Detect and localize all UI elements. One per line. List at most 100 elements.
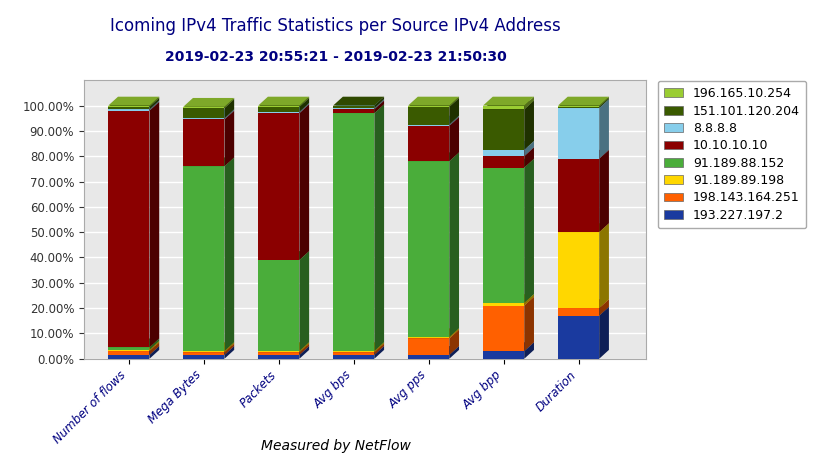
Polygon shape bbox=[408, 161, 450, 337]
Polygon shape bbox=[183, 346, 234, 355]
Polygon shape bbox=[258, 350, 309, 359]
Polygon shape bbox=[183, 344, 234, 353]
Polygon shape bbox=[558, 108, 599, 159]
Polygon shape bbox=[483, 110, 524, 150]
Polygon shape bbox=[524, 141, 534, 156]
Polygon shape bbox=[333, 106, 374, 108]
Polygon shape bbox=[149, 98, 159, 110]
Polygon shape bbox=[333, 104, 384, 113]
Polygon shape bbox=[524, 159, 534, 303]
Polygon shape bbox=[149, 341, 159, 351]
Polygon shape bbox=[483, 305, 524, 351]
Polygon shape bbox=[333, 351, 374, 353]
Polygon shape bbox=[483, 150, 524, 156]
Polygon shape bbox=[225, 110, 234, 119]
Polygon shape bbox=[183, 355, 225, 359]
Polygon shape bbox=[374, 97, 384, 108]
Polygon shape bbox=[183, 110, 234, 119]
Polygon shape bbox=[450, 116, 459, 126]
Polygon shape bbox=[149, 346, 159, 359]
Polygon shape bbox=[333, 342, 384, 351]
Polygon shape bbox=[258, 103, 309, 112]
Polygon shape bbox=[374, 344, 384, 355]
Polygon shape bbox=[408, 355, 450, 359]
Polygon shape bbox=[524, 97, 534, 110]
Polygon shape bbox=[108, 101, 159, 110]
Polygon shape bbox=[108, 98, 159, 107]
Polygon shape bbox=[333, 97, 384, 106]
Polygon shape bbox=[450, 117, 459, 161]
Polygon shape bbox=[374, 101, 384, 113]
Polygon shape bbox=[183, 353, 225, 355]
Polygon shape bbox=[483, 351, 524, 359]
Polygon shape bbox=[558, 307, 609, 316]
Polygon shape bbox=[108, 346, 159, 355]
Polygon shape bbox=[258, 104, 309, 113]
Polygon shape bbox=[258, 107, 300, 112]
Polygon shape bbox=[258, 97, 309, 106]
Polygon shape bbox=[149, 342, 159, 355]
Polygon shape bbox=[524, 101, 534, 150]
Polygon shape bbox=[258, 251, 309, 260]
Text: 2019-02-23 20:55:21 - 2019-02-23 21:50:30: 2019-02-23 20:55:21 - 2019-02-23 21:50:3… bbox=[164, 50, 507, 64]
Polygon shape bbox=[483, 294, 534, 303]
Text: Icoming IPv4 Traffic Statistics per Source IPv4 Address: Icoming IPv4 Traffic Statistics per Sour… bbox=[110, 17, 561, 34]
Polygon shape bbox=[333, 350, 384, 359]
Polygon shape bbox=[183, 118, 225, 119]
Polygon shape bbox=[558, 97, 609, 106]
Polygon shape bbox=[149, 97, 159, 107]
Polygon shape bbox=[258, 346, 309, 355]
Polygon shape bbox=[558, 299, 609, 308]
Polygon shape bbox=[408, 338, 450, 355]
Polygon shape bbox=[599, 299, 609, 316]
Polygon shape bbox=[483, 141, 534, 150]
Legend: 196.165.10.254, 151.101.120.204, 8.8.8.8, 10.10.10.10, 91.189.88.152, 91.189.89.: 196.165.10.254, 151.101.120.204, 8.8.8.8… bbox=[658, 81, 806, 228]
Polygon shape bbox=[558, 99, 609, 108]
Polygon shape bbox=[258, 355, 300, 359]
Polygon shape bbox=[300, 98, 309, 112]
Polygon shape bbox=[374, 346, 384, 359]
Polygon shape bbox=[183, 350, 234, 359]
Polygon shape bbox=[108, 102, 159, 110]
Polygon shape bbox=[258, 342, 309, 351]
Polygon shape bbox=[408, 152, 459, 161]
Polygon shape bbox=[408, 98, 459, 107]
Polygon shape bbox=[300, 344, 309, 355]
Polygon shape bbox=[450, 329, 459, 338]
Polygon shape bbox=[225, 99, 234, 118]
Polygon shape bbox=[483, 106, 524, 110]
Polygon shape bbox=[149, 102, 159, 347]
Polygon shape bbox=[333, 344, 384, 353]
Polygon shape bbox=[558, 308, 599, 316]
Polygon shape bbox=[225, 346, 234, 359]
Polygon shape bbox=[258, 113, 300, 260]
Polygon shape bbox=[558, 316, 599, 359]
Polygon shape bbox=[558, 159, 599, 232]
Polygon shape bbox=[408, 329, 459, 338]
Polygon shape bbox=[374, 342, 384, 353]
Polygon shape bbox=[333, 108, 374, 110]
Polygon shape bbox=[183, 351, 225, 353]
Polygon shape bbox=[183, 108, 225, 118]
Polygon shape bbox=[258, 106, 300, 107]
Polygon shape bbox=[483, 303, 524, 305]
Polygon shape bbox=[483, 101, 534, 110]
Polygon shape bbox=[599, 97, 609, 107]
Polygon shape bbox=[333, 346, 384, 355]
Polygon shape bbox=[258, 98, 309, 107]
Polygon shape bbox=[374, 104, 384, 351]
Polygon shape bbox=[483, 168, 524, 303]
Polygon shape bbox=[408, 337, 450, 338]
Polygon shape bbox=[408, 117, 459, 126]
Polygon shape bbox=[333, 110, 374, 113]
Polygon shape bbox=[258, 353, 300, 355]
Polygon shape bbox=[225, 344, 234, 355]
Polygon shape bbox=[183, 107, 225, 108]
Polygon shape bbox=[408, 350, 459, 359]
Polygon shape bbox=[108, 351, 149, 355]
Polygon shape bbox=[183, 158, 234, 166]
Polygon shape bbox=[108, 350, 159, 359]
Polygon shape bbox=[300, 251, 309, 351]
Polygon shape bbox=[108, 347, 149, 350]
Polygon shape bbox=[300, 342, 309, 353]
